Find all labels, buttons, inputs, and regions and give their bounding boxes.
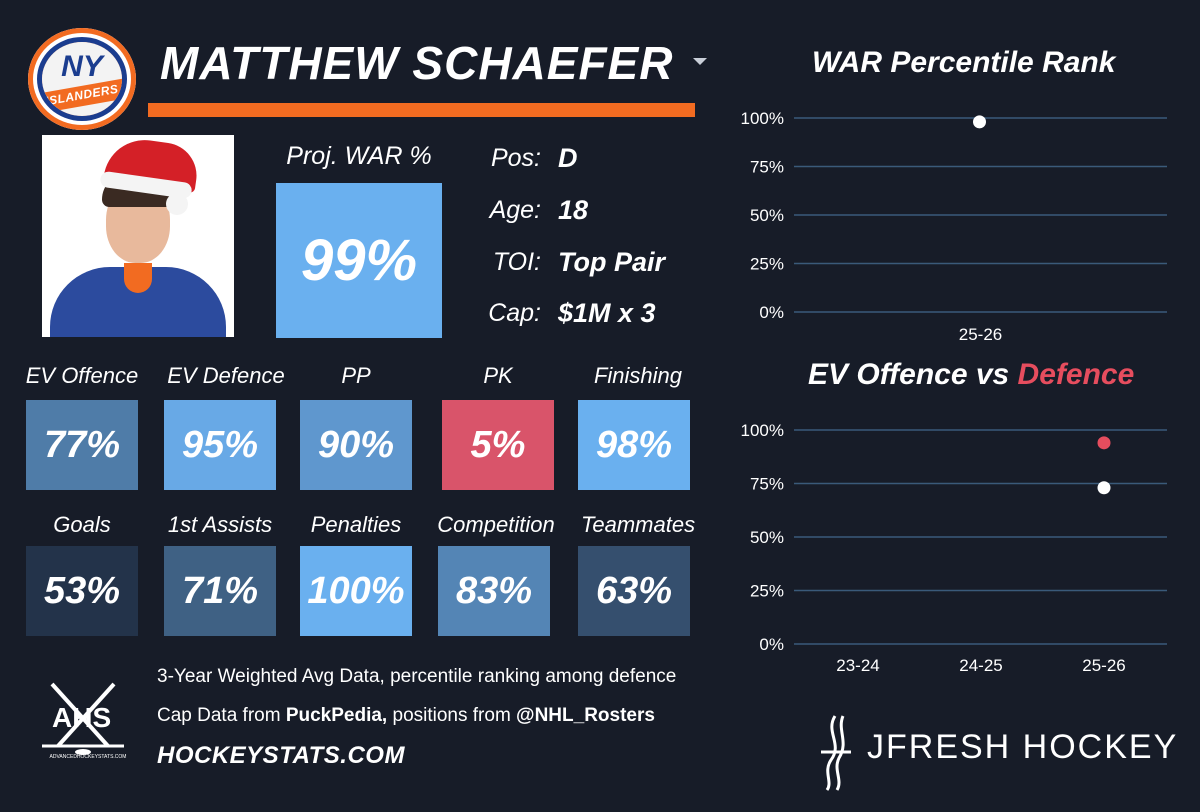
y-tick-label: 0% <box>759 635 784 654</box>
jfresh-brand-text: JFRESH HOCKEY <box>867 728 1179 766</box>
tile-label-finishing: Finishing <box>593 363 683 388</box>
info-value-toi: Top Pair <box>558 247 666 277</box>
tile-teammates: 63% <box>578 546 690 636</box>
proj-war-label: Proj. WAR % <box>286 142 432 170</box>
chart2-title: EV Offence vs Defence <box>808 358 1134 392</box>
y-tick-label: 75% <box>750 475 784 494</box>
footer-puckpedia-link[interactable]: PuckPedia, <box>285 705 388 726</box>
info-label-cap: Cap: <box>488 299 541 327</box>
y-tick-label: 25% <box>750 255 784 274</box>
war-percentile-chart: 100% 75% 50% 25% 0% 25-26 <box>741 109 1167 344</box>
info-label-toi: TOI: <box>492 248 541 276</box>
tile-1st-assists: 71% <box>164 546 276 636</box>
chart2-title-part2: Defence <box>1017 358 1135 391</box>
tile-label-1st-assists: 1st Assists <box>167 512 273 537</box>
ahs-logo: AHS ADVANCEDHOCKEYSTATS.COM <box>38 680 128 770</box>
y-tick-label: 100% <box>741 109 784 128</box>
tile-label-pk: PK <box>483 363 513 388</box>
ahs-logo-text: AHS <box>52 702 112 733</box>
info-value-pos: D <box>558 143 578 173</box>
tile-label-teammates: Teammates <box>580 512 696 537</box>
tile-label-pp: PP <box>341 363 371 388</box>
footer-note-sources: Cap Data from PuckPedia, positions from … <box>157 705 655 727</box>
y-tick-label: 75% <box>750 158 784 177</box>
y-tick-label: 25% <box>750 582 784 601</box>
tile-label-ev-offence: EV Offence <box>25 363 139 388</box>
player-select-caret-icon[interactable] <box>693 58 707 65</box>
y-tick-label: 50% <box>750 528 784 547</box>
ev-offence-defence-chart: 100% 75% 50% 25% 0% 23-24 24-25 25-26 <box>741 421 1167 675</box>
tile-ev-offence: 77% <box>26 400 138 490</box>
proj-war-value: 99% <box>276 183 442 338</box>
x-tick-label: 25-26 <box>1082 656 1125 675</box>
footer-cap-prefix: Cap Data from <box>157 705 286 726</box>
y-tick-label: 0% <box>759 303 784 322</box>
tile-competition: 83% <box>438 546 550 636</box>
tile-label-competition: Competition <box>437 512 555 537</box>
player-photo <box>42 135 234 337</box>
footer-positions-prefix: positions from <box>387 705 517 726</box>
footer-nhl-rosters-link[interactable]: @NHL_Rosters <box>516 705 655 726</box>
tile-finishing: 98% <box>578 400 690 490</box>
tile-penalties: 100% <box>300 546 412 636</box>
info-value-cap: $1M x 3 <box>558 298 656 328</box>
info-value-age: 18 <box>558 195 589 225</box>
tile-pp: 90% <box>300 400 412 490</box>
y-tick-label: 50% <box>750 206 784 225</box>
info-label-age: Age: <box>489 196 541 224</box>
hockey-sticks-icon <box>42 682 124 755</box>
jfresh-logo-icon <box>821 715 851 791</box>
team-logo-name-text: ISLANDERS <box>44 81 120 109</box>
tile-ev-defence: 95% <box>164 400 276 490</box>
x-tick-label: 23-24 <box>836 656 879 675</box>
data-point <box>973 115 986 129</box>
x-tick-label: 25-26 <box>959 325 1002 344</box>
tile-goals: 53% <box>26 546 138 636</box>
y-tick-label: 100% <box>741 421 784 440</box>
x-tick-label: 24-25 <box>959 656 1002 675</box>
tile-label-ev-defence: EV Defence <box>167 363 285 388</box>
footer-site-link[interactable]: HOCKEYSTATS.COM <box>157 742 405 769</box>
info-label-pos: Pos: <box>490 144 541 172</box>
name-underline <box>148 103 695 117</box>
footer-note-data: 3-Year Weighted Avg Data, percentile ran… <box>157 666 677 687</box>
tile-label-penalties: Penalties <box>310 512 402 537</box>
ahs-logo-subtext: ADVANCEDHOCKEYSTATS.COM <box>49 754 127 760</box>
data-point <box>1097 481 1111 495</box>
team-logo: NY ISLANDERS <box>28 28 136 130</box>
chart1-title: WAR Percentile Rank <box>812 46 1116 79</box>
team-logo-ny-text: NY <box>61 50 103 83</box>
tile-pk: 5% <box>442 400 554 490</box>
player-name: MATTHEW SCHAEFER <box>160 37 674 89</box>
data-point <box>1097 436 1111 450</box>
chart2-title-part1: EV Offence vs <box>808 358 1018 391</box>
tile-label-goals: Goals <box>53 512 111 537</box>
